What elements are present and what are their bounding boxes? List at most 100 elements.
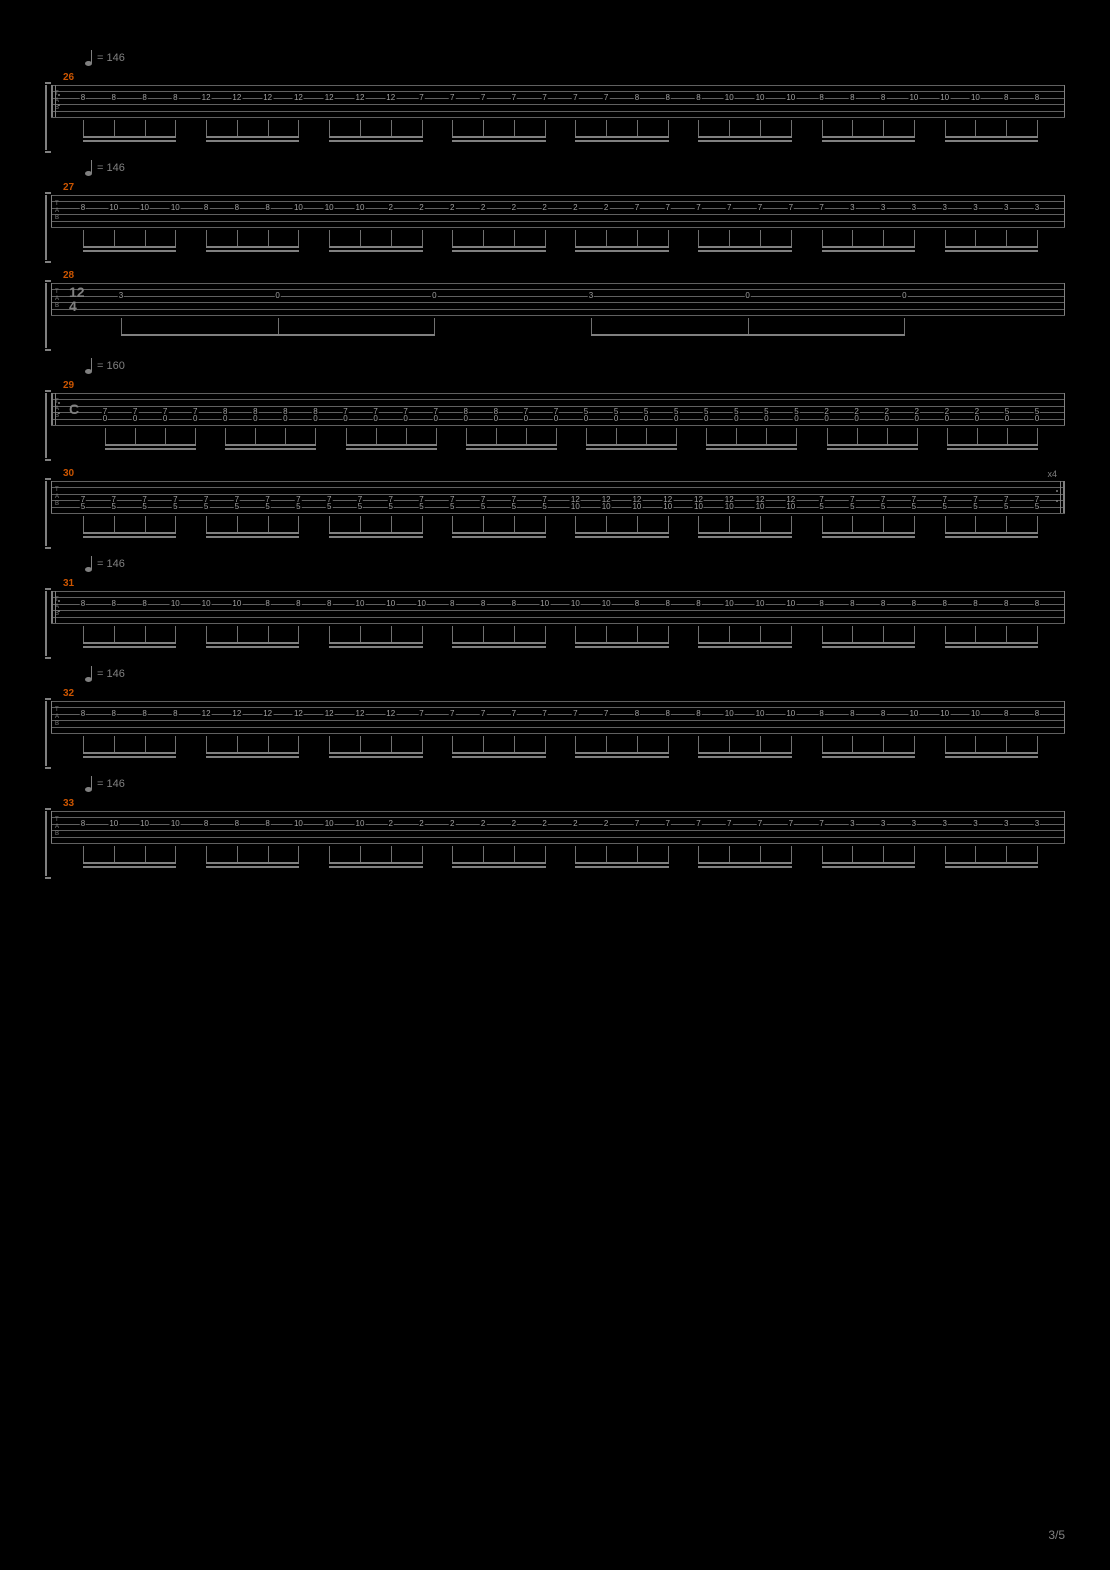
fret-number: 10 bbox=[755, 503, 766, 511]
beam bbox=[329, 136, 422, 138]
notes-layer: 8881010108881010108881010108881010108888… bbox=[51, 591, 1065, 623]
fret-number: 7 bbox=[541, 710, 547, 718]
fret-number: 0 bbox=[793, 415, 799, 423]
tab-staff: TAB8888121212121212127777777888101010888… bbox=[51, 701, 1065, 766]
fret-number: 10 bbox=[324, 204, 335, 212]
beam bbox=[452, 752, 545, 754]
fret-number: 0 bbox=[853, 415, 859, 423]
beam bbox=[329, 642, 422, 644]
fret-number: 8 bbox=[664, 94, 670, 102]
beam bbox=[698, 250, 791, 252]
tab-lines: TAB8101010888101010222222227777777333333… bbox=[51, 811, 1065, 843]
fret-number: 12 bbox=[262, 94, 273, 102]
beam bbox=[83, 536, 176, 538]
fret-number: 7 bbox=[603, 94, 609, 102]
beam bbox=[329, 532, 422, 534]
fret-number: 8 bbox=[480, 600, 486, 608]
fret-number: 3 bbox=[972, 204, 978, 212]
beam bbox=[822, 866, 915, 868]
fret-number: 8 bbox=[695, 600, 701, 608]
fret-number: 8 bbox=[849, 710, 855, 718]
beam bbox=[83, 866, 176, 868]
beam bbox=[698, 866, 791, 868]
beam bbox=[452, 642, 545, 644]
beam bbox=[822, 250, 915, 252]
fret-number: 10 bbox=[785, 94, 796, 102]
tab-staff: TABC777788887777887755555555222222550000… bbox=[51, 393, 1065, 458]
beam bbox=[822, 246, 915, 248]
fret-number: 7 bbox=[511, 94, 517, 102]
tempo-value: = 146 bbox=[97, 52, 125, 64]
fret-number: 2 bbox=[418, 204, 424, 212]
fret-number: 10 bbox=[785, 600, 796, 608]
beam bbox=[346, 444, 437, 446]
beam bbox=[121, 334, 435, 336]
fret-number: 7 bbox=[726, 204, 732, 212]
fret-number: 10 bbox=[139, 204, 150, 212]
beam bbox=[822, 140, 915, 142]
beam bbox=[452, 140, 545, 142]
tab-staff: TAB8888121212121212127777777888101010888… bbox=[51, 85, 1065, 150]
fret-number: 0 bbox=[102, 415, 108, 423]
fret-number: 10 bbox=[724, 503, 735, 511]
fret-number: 2 bbox=[388, 820, 394, 828]
fret-number: 0 bbox=[192, 415, 198, 423]
fret-number: 8 bbox=[1003, 710, 1009, 718]
fret-number: 8 bbox=[141, 94, 147, 102]
fret-number: 8 bbox=[880, 94, 886, 102]
beam bbox=[945, 756, 1038, 758]
fret-number: 12 bbox=[324, 94, 335, 102]
fret-number: 10 bbox=[170, 600, 181, 608]
tab-line bbox=[51, 425, 1065, 426]
tab-lines: TABC777788887777887755555555222222550000… bbox=[51, 393, 1065, 425]
fret-number: 0 bbox=[402, 415, 408, 423]
tab-system: = 14627TAB810101088810101022222222777777… bbox=[45, 160, 1065, 260]
fret-number: 10 bbox=[755, 710, 766, 718]
fret-number: 7 bbox=[788, 204, 794, 212]
tab-lines: TAB124300300 bbox=[51, 283, 1065, 315]
tempo-value: = 160 bbox=[97, 360, 125, 372]
staff-container: TAB8888121212121212127777777888101010888… bbox=[45, 701, 1065, 766]
notes-layer: 8888121212121212127777777888101010888101… bbox=[51, 701, 1065, 733]
fret-number: 5 bbox=[911, 503, 917, 511]
fret-number: 7 bbox=[511, 710, 517, 718]
tab-staff: TAB8881010108881010108881010108881010108… bbox=[51, 591, 1065, 656]
fret-number: 7 bbox=[664, 204, 670, 212]
fret-number: 0 bbox=[372, 415, 378, 423]
fret-number: 8 bbox=[141, 710, 147, 718]
fret-number: 5 bbox=[480, 503, 486, 511]
fret-number: 10 bbox=[724, 710, 735, 718]
staff-container: TAB8101010888101010222222227777777333333… bbox=[45, 195, 1065, 260]
beam bbox=[575, 862, 668, 864]
beam bbox=[698, 646, 791, 648]
beam bbox=[945, 862, 1038, 864]
fret-number: 8 bbox=[695, 94, 701, 102]
beam bbox=[706, 448, 797, 450]
fret-number: 7 bbox=[788, 820, 794, 828]
notes-layer: 81010108881010102222222277777773333333 bbox=[51, 811, 1065, 843]
fret-number: 2 bbox=[511, 204, 517, 212]
fret-number: 0 bbox=[493, 415, 499, 423]
beam bbox=[575, 646, 668, 648]
fret-number: 0 bbox=[823, 415, 829, 423]
beam bbox=[575, 866, 668, 868]
fret-number: 7 bbox=[634, 204, 640, 212]
fret-number: 3 bbox=[941, 204, 947, 212]
beam bbox=[945, 250, 1038, 252]
fret-number: 12 bbox=[293, 94, 304, 102]
fret-number: 10 bbox=[539, 600, 550, 608]
fret-number: 10 bbox=[293, 820, 304, 828]
beam bbox=[452, 536, 545, 538]
quarter-note-icon bbox=[85, 358, 93, 374]
fret-number: 5 bbox=[172, 503, 178, 511]
fret-number: 5 bbox=[541, 503, 547, 511]
fret-number: 5 bbox=[972, 503, 978, 511]
fret-number: 7 bbox=[664, 820, 670, 828]
beam bbox=[822, 642, 915, 644]
fret-number: 8 bbox=[849, 94, 855, 102]
beam bbox=[452, 136, 545, 138]
fret-number: 5 bbox=[388, 503, 394, 511]
beam bbox=[947, 448, 1038, 450]
fret-number: 7 bbox=[818, 204, 824, 212]
staff-container: TABC777788887777887755555555222222550000… bbox=[45, 393, 1065, 458]
